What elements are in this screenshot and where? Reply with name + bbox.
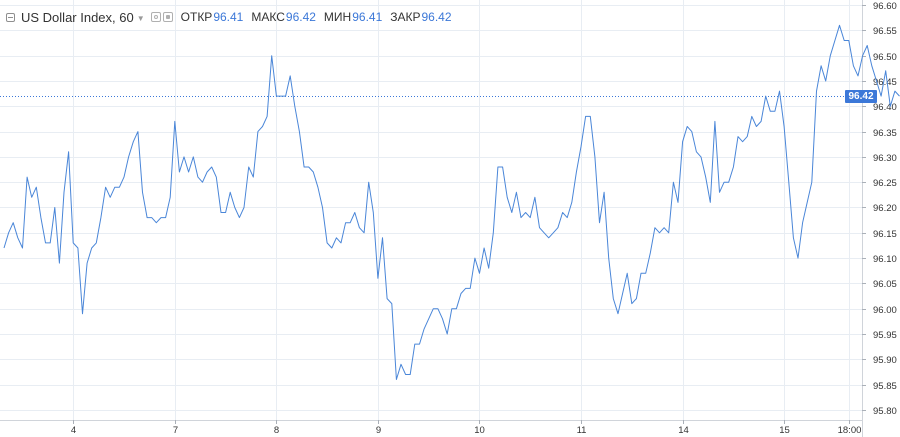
x-tick-label: 8 [274,425,279,436]
high-value: 96.42 [285,10,316,24]
y-tick-label: 95.85 [873,381,897,392]
x-tick-label: 15 [779,425,790,436]
x-tick-label: 4 [71,425,76,436]
y-tick-label: 95.95 [873,330,897,341]
y-tick-label: 95.90 [873,355,897,366]
close-value: 96.42 [421,10,452,24]
x-tick-label: 10 [474,425,485,436]
low-value: 96.41 [352,10,383,24]
x-tick-label: 11 [577,425,587,436]
time-axis-ticks: 4 7 8 9 10 11 14 15 18:00 [71,420,862,436]
symbol-title[interactable]: US Dollar Index, 60 [21,9,134,25]
x-tick-label: 7 [173,425,178,436]
x-tick-label: 9 [376,425,381,436]
y-tick-label: 96.15 [873,229,897,240]
y-tick-label: 96.60 [873,1,897,12]
ohlc-legend: ОТКР 96.41 МАКС 96.42 МИН 96.41 ЗАКР 96.42 [181,10,460,24]
y-tick-label: 96.50 [873,52,897,63]
x-tick-label: 14 [678,425,689,436]
low-label: МИН [323,10,352,24]
chevron-down-icon[interactable]: ▼ [136,13,145,23]
price-axis-panel[interactable] [862,0,900,437]
x-tick-label: 18:00 [838,425,862,436]
y-tick-label: 96.10 [873,254,897,265]
y-tick-label: 96.30 [873,153,897,164]
grid [0,0,862,420]
open-label: ОТКР [180,10,213,24]
series-toggles [150,12,175,22]
high-label: МАКС [251,10,285,24]
collapse-icon[interactable] [6,12,15,22]
chart-header: US Dollar Index, 60 ▼ ОТКР 96.41 МАКС 96.4… [6,8,460,26]
y-tick-label: 96.20 [873,203,897,214]
y-tick-label: 96.55 [873,26,897,37]
price-axis-ticks: 96.60 96.55 96.50 96.45 96.40 96.35 96.30 96.25… [862,1,897,417]
y-tick-label: 96.35 [873,128,897,139]
settings-icon[interactable] [162,12,173,22]
y-tick-label: 96.40 [873,102,897,113]
y-tick-label: 96.25 [873,178,897,189]
last-price-tag: 96.42 [845,89,877,103]
close-label: ЗАКР [390,10,421,24]
y-tick-label: 96.45 [873,77,897,88]
y-tick-label: 95.80 [873,406,897,417]
open-value: 96.41 [213,10,244,24]
y-tick-label: 96.00 [873,305,897,316]
series-line-dxy [3,24,900,380]
eye-icon[interactable] [150,12,161,22]
y-tick-label: 96.05 [873,279,897,290]
